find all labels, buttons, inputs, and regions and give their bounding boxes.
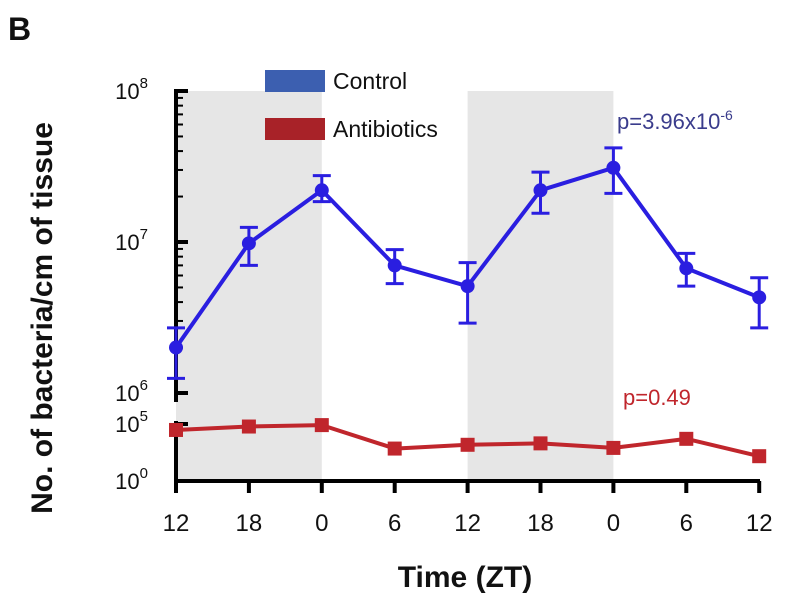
dark-period-1 [176,91,322,481]
x-tick-label-7: 6 [680,510,693,537]
x-tick-label-1: 18 [236,510,263,537]
data-point [169,422,183,437]
data-point [241,236,256,251]
y-tick-label-lower-1: 100 [115,465,148,494]
x-axis-label: Time (ZT) [398,561,532,594]
data-point [314,418,329,433]
y-tick-label-lower-0: 105 [115,408,148,437]
data-point [314,183,329,198]
x-ticks: 12 18 0 6 12 18 0 6 12 [163,481,773,537]
x-tick-label-8: 12 [746,510,773,537]
data-point [606,160,621,175]
data-point [679,261,694,276]
p-value-control: p=3.96x10-6 [617,107,733,134]
data-point [387,258,402,273]
x-tick-label-6: 0 [607,510,620,537]
x-tick-label-0: 12 [163,510,190,537]
data-point [752,449,767,464]
data-point [460,437,475,452]
data-point [606,440,621,455]
legend-swatch-control [265,70,325,92]
data-point [533,436,548,451]
dark-period-2 [467,91,614,481]
data-point [241,419,256,434]
legend-label-control: Control [333,68,407,94]
shaded-dark-periods [176,91,614,481]
x-tick-label-2: 0 [315,510,328,537]
data-point [169,340,183,355]
data-point [533,183,548,198]
p-value-antibiotics: p=0.49 [623,385,691,410]
x-tick-label-5: 18 [527,510,554,537]
series-control [167,146,769,380]
series-antibiotics [169,418,767,464]
x-tick-label-4: 12 [454,510,481,537]
y-axis-label: No. of bacteria/cm of tissue [26,122,59,514]
series-layer [167,146,769,464]
data-point [752,290,767,305]
data-point [460,279,475,294]
y-tick-label-upper-2: 106 [115,377,148,406]
y-tick-label-upper-1: 107 [115,226,148,255]
panel-label: B [8,11,31,47]
legend-swatch-antibiotics [265,118,325,140]
legend-label-antibiotics: Antibiotics [333,116,438,142]
data-point [679,431,694,446]
y-tick-label-upper-0: 108 [115,75,148,104]
x-tick-label-3: 6 [388,510,401,537]
data-point [387,441,402,456]
legend: Control Antibiotics [265,68,438,142]
